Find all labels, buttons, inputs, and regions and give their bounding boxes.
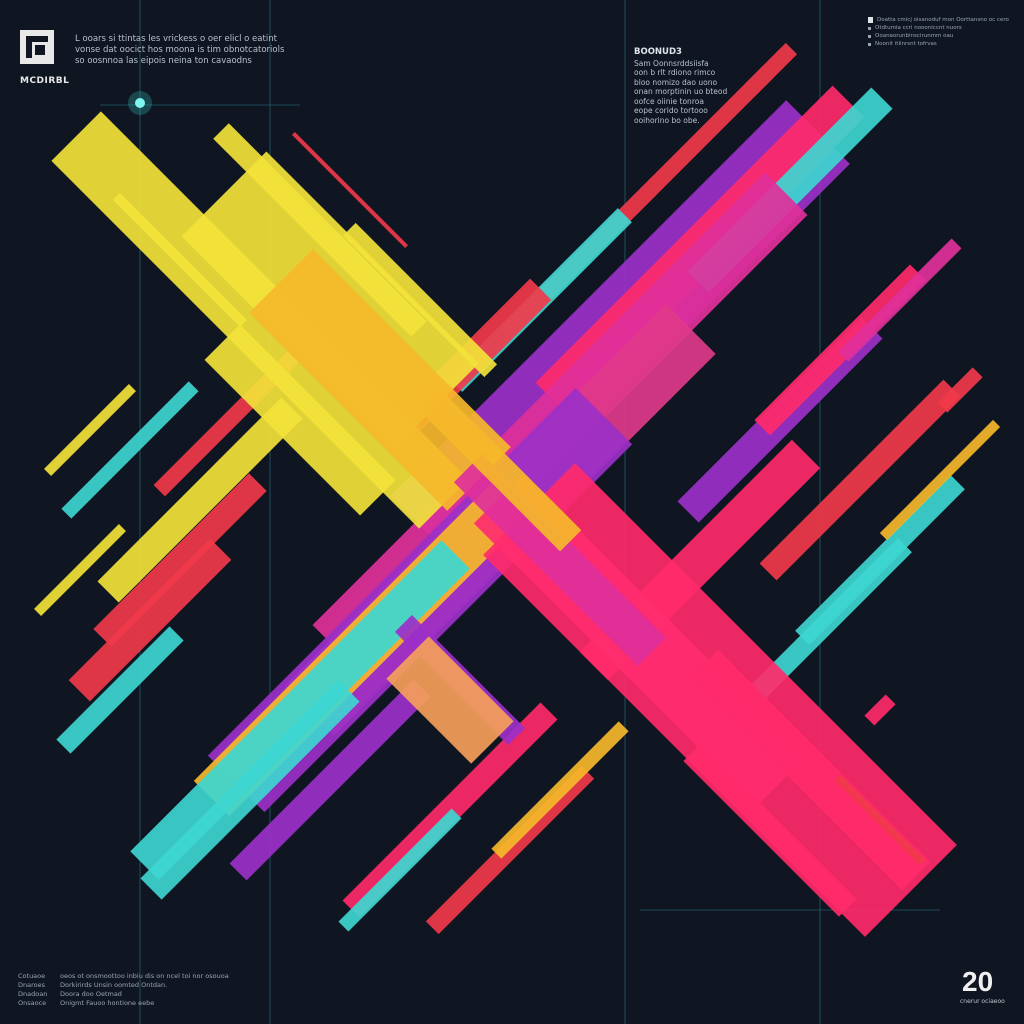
footer-row: Onsaoce Onigmt Fauoo hontione eebe (18, 999, 229, 1008)
legend-marker-icon (868, 42, 871, 46)
footer-value: Dorkirirds Unsin oomted Ontdan. (60, 981, 168, 989)
diagonal-bar (44, 384, 136, 476)
footer-row: Cotuaoe oeos ot onsmoottoo inbiu dis on n… (18, 972, 229, 981)
side-block-line: eope corido tortooo (634, 106, 708, 115)
footer-value: Doora doo Oetmad (60, 990, 122, 998)
diagonal-bar (34, 524, 126, 616)
diagonal-bar (879, 419, 1001, 541)
intro-line: so oosnnoa las eipois neina ton cavaodns (75, 56, 252, 66)
legend-item: Doatta cmicj oisanoduf mon Oorttansno oc… (868, 16, 1009, 24)
footer-row: Dnaroes Dorkirirds Unsin oomted Ontdan. (18, 981, 229, 990)
diagonal-bar (93, 473, 267, 647)
diagonal-bar (386, 636, 514, 764)
footer-key: Cotuaoe (18, 972, 46, 980)
intro-line: vonse dat oocict hos moona is tim obnotc… (75, 45, 285, 55)
legend-item: Noonit itiinrsnt tofrvas (868, 40, 1009, 48)
diagonal-bar (425, 765, 595, 935)
corner-caption: cnerur ociaeoo (960, 998, 1005, 1005)
diagonal-bar (759, 379, 961, 581)
diagonal-bar (342, 702, 558, 918)
legend-text: Otdtumia ccri noooniccnt nuors (875, 25, 962, 31)
footer-value: oeos ot onsmoottoo inbiu dis on ncel toi… (60, 972, 229, 980)
diagonal-bar (453, 453, 667, 667)
side-block-title: BOONUD3 (634, 47, 682, 57)
side-block-line: oon b rlt rdiono rimco (634, 68, 716, 77)
diagonal-bar (838, 238, 962, 362)
diagonal-bars (34, 42, 1001, 937)
legend-item: Otdtumia ccri noooniccnt nuors (868, 24, 1009, 32)
diagonal-bar (140, 680, 360, 900)
legend-marker-icon (868, 34, 871, 38)
legend-text: Doatta cmicj oisanoduf mon Oorttansno oc… (877, 17, 1009, 23)
diagonal-bar (292, 132, 408, 248)
legend-text: Ooanaorunbinscirunmm oau (875, 33, 954, 39)
legend-item: Ooanaorunbinscirunmm oau (868, 32, 1009, 40)
side-block-line: Sam Oonnsrddsiisfa (634, 58, 709, 68)
diagonal-bar (97, 397, 303, 603)
diagonal-bar (937, 367, 983, 413)
diagonal-bar (112, 192, 248, 328)
diagonal-bar (834, 774, 926, 866)
side-block-line: ooihorino bo obe. (634, 115, 700, 125)
diagonal-bar (683, 743, 857, 917)
footer-row: Dnadoan Doora doo Oetmad (18, 990, 229, 999)
footer-notes: Cotuaoe oeos ot onsmoottoo inbiu dis on n… (18, 972, 229, 1008)
diagonal-bar (204, 324, 396, 516)
legend-text: Noonit itiinrsnt tofrvas (875, 41, 937, 47)
diagonal-bar (338, 808, 462, 932)
diagonal-bar (491, 721, 629, 859)
intro-text: L ooars si ttintas les vrickess o oer el… (75, 34, 295, 67)
side-text-block: BOONUD3 Sam Oonnsrddsiisfa oon b rlt rdi… (634, 47, 734, 125)
side-block-line: bloo nomizo dao uono (634, 77, 718, 87)
footer-key: Dnaroes (18, 981, 45, 989)
diagonal-bar (342, 222, 498, 378)
legend-marker-icon (868, 26, 871, 30)
diagonal-bar (213, 123, 427, 337)
corner-number: 20 (962, 966, 994, 997)
legend: Doatta cmicj oisanoduf mon Oorttansno oc… (868, 16, 1009, 48)
legend-marker-icon (868, 17, 873, 23)
intro-line: L ooars si ttintas les vrickess o oer el… (75, 34, 277, 44)
diagonal-bar (56, 626, 184, 754)
diagonal-bar (68, 538, 232, 702)
logo-label: MCDIRBL (20, 76, 70, 86)
side-block-line: onan morptinin uo bteod (634, 87, 728, 96)
diagonal-bar (689, 649, 931, 891)
footer-key: Dnadoan (18, 990, 48, 998)
diagonal-bar (754, 264, 926, 436)
side-block-line: oofce oiinie tonroa (634, 96, 704, 106)
diagonal-bar (418, 388, 582, 552)
footer-key: Onsaoce (18, 999, 47, 1007)
diagonal-bar (249, 249, 511, 511)
logo-mark-icon (20, 30, 54, 64)
diagonal-bar (229, 679, 431, 881)
diagonal-bar (61, 381, 199, 519)
footer-value: Onigmt Fauoo hontione eebe (60, 999, 155, 1007)
glow-dot-core (135, 98, 145, 108)
diagonal-bar (864, 694, 896, 726)
diagonal-bar (130, 540, 470, 880)
